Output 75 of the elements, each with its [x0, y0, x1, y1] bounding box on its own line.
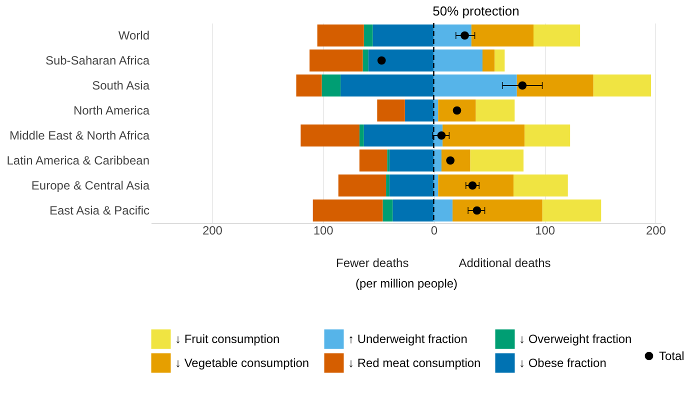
bar — [434, 200, 453, 222]
point — [468, 181, 477, 190]
bar — [312, 200, 383, 222]
point — [472, 206, 482, 215]
y-tick-label: Sub-Saharan Africa — [45, 54, 150, 68]
x-tick-label: 200 — [646, 224, 666, 238]
bar — [476, 100, 515, 122]
bar — [310, 50, 363, 72]
legend-label: ↓ Fruit consumption — [175, 332, 280, 346]
bar — [524, 124, 570, 146]
x-tick-label: 200 — [202, 224, 223, 238]
legend-label: ↓ Overweight fraction — [519, 332, 632, 346]
bar — [404, 100, 434, 122]
bar — [382, 200, 393, 222]
bar — [438, 174, 514, 196]
bar — [516, 74, 594, 96]
bar — [392, 200, 434, 222]
bar — [542, 200, 602, 222]
legend-label: ↑ Underweight fraction — [348, 332, 468, 346]
bar — [470, 150, 524, 172]
bar — [340, 74, 434, 96]
bar — [364, 124, 434, 146]
legend-label: ↓ Red meat consumption — [348, 356, 481, 370]
bar — [434, 150, 442, 172]
point — [377, 56, 386, 65]
legend-label: Total — [659, 349, 684, 363]
bar — [362, 50, 368, 72]
y-tick-label: World — [118, 28, 150, 42]
y-tick-label: Europe & Central Asia — [31, 178, 150, 192]
bar — [377, 100, 405, 122]
point — [460, 31, 469, 40]
bar — [338, 174, 386, 196]
bar — [434, 50, 482, 72]
point — [518, 81, 527, 90]
bar — [372, 24, 434, 46]
text: Additional deaths — [458, 256, 551, 270]
y-tick-label: South Asia — [92, 78, 150, 92]
legend-label: ↓ Obese fraction — [519, 356, 606, 370]
y-tick-label: Middle East & North Africa — [9, 128, 150, 142]
bar — [368, 50, 434, 72]
x-tick-label: 0 — [430, 224, 438, 238]
bar — [494, 50, 505, 72]
text: Fewer deaths — [336, 256, 409, 270]
point — [452, 106, 462, 115]
bar — [389, 150, 434, 172]
y-tick-label: Latin America & Caribbean — [6, 154, 150, 168]
point — [437, 131, 446, 140]
bar — [389, 174, 434, 196]
bar — [364, 24, 373, 46]
chart-title: 50% protection — [432, 3, 520, 18]
bar — [434, 24, 472, 46]
bar — [534, 24, 580, 46]
legend-label: ↓ Vegetable consumption — [175, 356, 310, 370]
bar — [359, 150, 388, 172]
bar — [300, 124, 360, 146]
x-tick-label: 100 — [313, 224, 334, 238]
bar — [296, 74, 322, 96]
bar — [593, 74, 652, 96]
y-tick-label: North America — [73, 104, 150, 118]
y-tick-label: East Asia & Pacific — [49, 204, 150, 218]
bar — [442, 124, 525, 146]
bar — [441, 150, 470, 172]
bar — [386, 174, 390, 196]
x-tick-label: 100 — [535, 224, 556, 238]
bar — [482, 50, 495, 72]
bar — [317, 24, 364, 46]
bar — [434, 74, 517, 96]
bar — [514, 174, 568, 196]
bar — [471, 24, 534, 46]
bar — [322, 74, 341, 96]
x-axis-title: (per million people) — [355, 276, 458, 290]
bar — [452, 200, 542, 222]
bar — [359, 124, 364, 146]
point — [446, 156, 455, 165]
bar — [438, 100, 476, 122]
